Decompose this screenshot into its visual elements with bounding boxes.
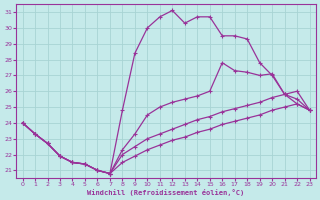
X-axis label: Windchill (Refroidissement éolien,°C): Windchill (Refroidissement éolien,°C) <box>87 189 245 196</box>
